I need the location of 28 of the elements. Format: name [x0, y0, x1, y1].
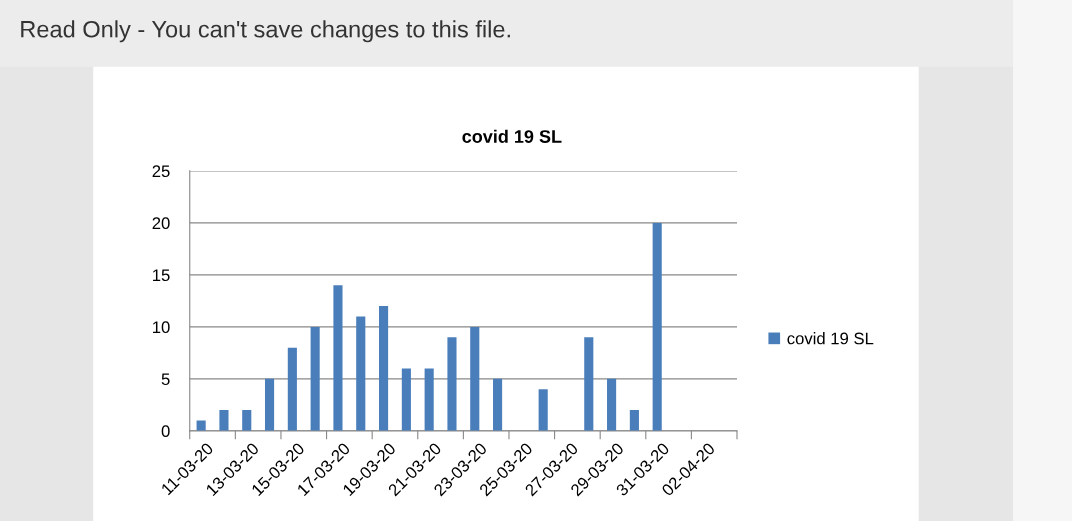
- bar: [538, 389, 548, 431]
- bar: [401, 368, 411, 431]
- bar: [652, 222, 662, 431]
- bar: [629, 410, 639, 431]
- bar: [379, 306, 389, 431]
- bar: [242, 410, 252, 431]
- bar: [447, 337, 457, 431]
- y-tick-label: 25: [152, 165, 170, 178]
- y-tick-label: 5: [161, 373, 170, 386]
- bar: [607, 378, 617, 431]
- text: Read Only - You can't save changes to this file.: [21, 20, 510, 43]
- bar: [584, 337, 594, 431]
- y-tick-label: 20: [152, 217, 170, 230]
- bar: [264, 378, 275, 431]
- bar: [196, 420, 206, 431]
- bar: [310, 326, 320, 431]
- bar: [356, 316, 366, 431]
- y-tick-label: 0: [161, 425, 170, 438]
- bar: [219, 410, 229, 431]
- bar: [333, 285, 343, 431]
- chart-title: covid 19 SL: [462, 129, 562, 143]
- y-tick-label: 10: [153, 321, 170, 334]
- bar: [424, 368, 434, 431]
- bar: [493, 378, 503, 431]
- bar: [287, 347, 297, 431]
- bar: [470, 326, 480, 431]
- y-tick-label: 15: [153, 269, 170, 282]
- legend-label: covid 19 SL: [787, 332, 874, 345]
